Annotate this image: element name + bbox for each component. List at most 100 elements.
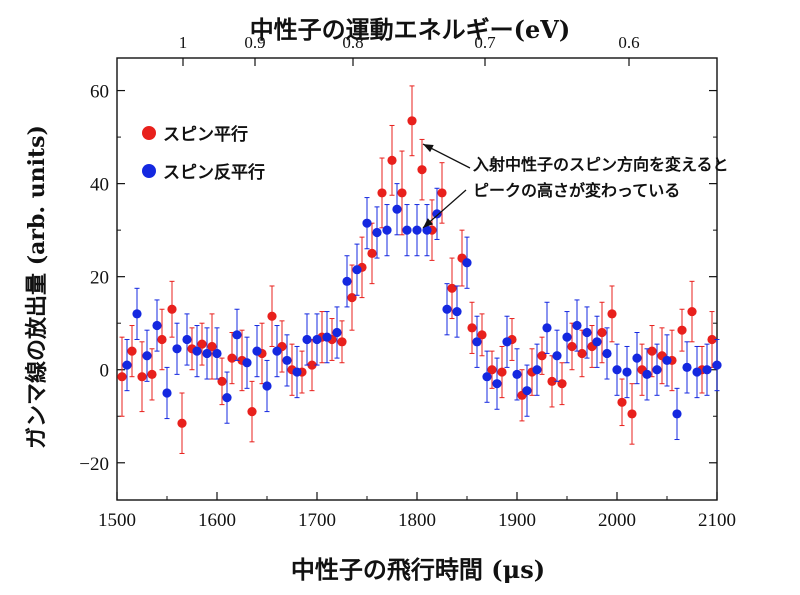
data-point [372,227,382,238]
data-point [487,365,497,375]
data-point [117,372,127,382]
data-point [137,372,147,382]
x-tick-label: 1500 [98,510,136,531]
data-point [497,367,507,377]
data-point [532,365,542,375]
data-point [502,337,512,347]
data-point [412,225,422,235]
annotation-arrow-head [423,218,434,228]
data-point [347,293,357,303]
series-antiparallel [122,183,722,441]
top-tick-label: 0.7 [474,33,496,52]
data-point [192,346,202,356]
data-point [227,353,237,363]
data-point [202,348,212,359]
data-point [452,306,462,317]
data-point [127,346,137,356]
data-point [612,365,622,375]
data-point [397,188,407,198]
data-point [567,341,577,352]
annotation-line-1: 入射中性子のスピン方向を変えると [473,155,729,174]
data-point [562,332,572,342]
data-point [272,346,282,356]
data-point [707,334,717,345]
data-point [602,348,612,359]
data-point [662,355,672,366]
data-point [162,388,172,398]
data-point [197,339,207,349]
annotation-arrows [422,143,471,229]
legend-label-parallel: スピン平行 [163,124,248,145]
data-point [367,248,377,259]
data-point [132,309,142,319]
data-point [712,360,722,370]
data-point [142,351,152,361]
y-tick-label: −20 [79,454,109,475]
data-point [432,209,442,219]
data-point [417,165,427,175]
data-point [222,393,232,403]
data-point [702,365,712,375]
data-point [682,362,692,372]
data-point [402,225,412,235]
data-point [492,379,502,389]
data-point [252,346,262,356]
data-point [377,188,387,198]
data-point [607,309,617,319]
y-tick-label: 60 [90,82,109,103]
annotation-line-2: ピークの高さが変わっている [473,181,680,200]
legend-marker-antiparallel [142,164,156,178]
data-point [467,323,477,333]
data-point [582,327,592,338]
data-point [172,344,182,354]
data-point [382,225,392,235]
x-tick-label: 1800 [398,510,436,531]
x-tick-label: 1600 [198,510,236,531]
data-point [307,360,317,370]
y-tick-label: 20 [90,268,109,289]
data-point [242,358,252,368]
data-point [182,334,192,345]
data-point [632,353,642,363]
data-point [617,397,627,407]
data-point [482,372,492,382]
data-point [352,265,362,275]
data-point [212,348,222,359]
data-point [392,204,402,214]
x-tick-label: 1700 [298,510,336,531]
y-tick-label: 40 [90,175,109,196]
top-axis-title: 中性子の運動エネルギー(eV) [250,15,571,44]
data-point [537,351,547,361]
data-point [262,381,272,391]
data-point [597,327,607,338]
data-point [477,330,487,340]
data-point [627,409,637,419]
data-point [677,325,687,335]
top-tick-label: 0.6 [618,33,639,52]
data-point [422,225,432,235]
data-point [207,341,217,352]
data-point [292,367,302,377]
data-point [442,304,452,314]
data-point [312,334,322,345]
data-point [542,323,552,333]
data-point [147,369,157,379]
annotation: 入射中性子のスピン方向を変えると ピークの高さが変わっている [422,143,729,229]
data-point [547,376,557,386]
top-tick-label: 0.9 [244,33,265,52]
data-point [692,367,702,377]
data-point [407,116,417,126]
data-point [552,351,562,361]
data-point [572,320,582,331]
data-point [387,155,397,165]
data-point [462,258,472,268]
y-axis-title: ガンマ線の放出量 (arb. units) [24,125,50,449]
legend-marker-parallel [142,126,156,140]
data-point [522,386,532,396]
data-point [622,367,632,377]
data-point [302,334,312,345]
data-point [167,304,177,314]
data-point [362,218,372,228]
annotation-arrow-head [423,144,434,153]
